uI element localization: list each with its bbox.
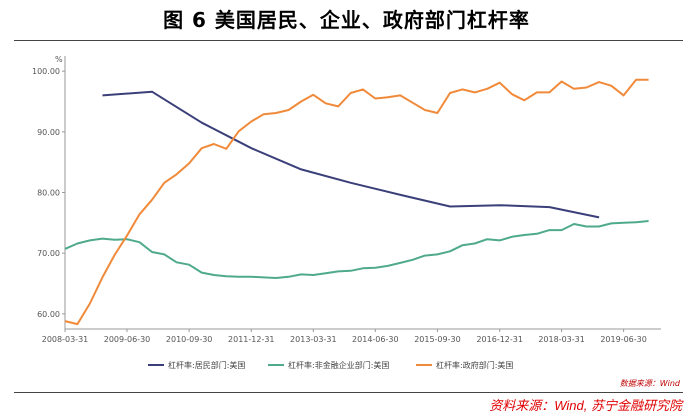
series-lines: [64, 78, 649, 326]
x-tick-label: 2018-03-31: [538, 335, 585, 344]
series-line-corporate: [64, 220, 649, 279]
legend-label-government: 杠杆率:政府部门:美国: [436, 360, 513, 370]
legend-label-household: 杠杆率:居民部门:美国: [168, 360, 245, 370]
x-tick-label: 2015-09-30: [414, 335, 461, 344]
x-axis: 2008-03-31 2009-06-30 2010-09-30 2011-12-31…: [42, 328, 661, 344]
x-tick-label: 2011-12-31: [228, 335, 275, 344]
y-axis: % 60.00 70.00 80.00 90.00 100.00: [32, 55, 66, 329]
y-tick-label: 90.00: [37, 128, 60, 137]
y-tick-label: 70.00: [37, 249, 60, 258]
y-axis-unit-label: %: [55, 55, 63, 64]
y-tick-label: 60.00: [37, 310, 60, 319]
x-tick-label: 2016-12-31: [476, 335, 523, 344]
x-tick-label: 2010-09-30: [166, 335, 213, 344]
chart-data-source: 数据来源：Wind: [619, 379, 680, 388]
y-tick-label: 80.00: [37, 189, 60, 198]
bottom-divider: [14, 392, 683, 393]
page-title: 图 6 美国居民、企业、政府部门杠杆率: [163, 8, 530, 32]
x-tick-label: 2008-03-31: [42, 335, 89, 344]
series-line-government: [64, 78, 649, 326]
source-note: 资料来源：Wind, 苏宁金融研究院: [489, 398, 682, 413]
x-tick-label: 2013-03-31: [290, 335, 337, 344]
x-tick-label: 2019-06-30: [600, 335, 647, 344]
series-line-household: [102, 90, 600, 219]
x-tick-label: 2014-06-30: [352, 335, 399, 344]
top-divider: [14, 40, 683, 41]
legend: 杠杆率:居民部门:美国 杠杆率:非金融企业部门:美国 杠杆率:政府部门:美国: [148, 360, 513, 370]
y-tick-label: 100.00: [32, 67, 60, 76]
legend-label-corporate: 杠杆率:非金融企业部门:美国: [288, 360, 389, 370]
x-tick-label: 2009-06-30: [104, 335, 151, 344]
